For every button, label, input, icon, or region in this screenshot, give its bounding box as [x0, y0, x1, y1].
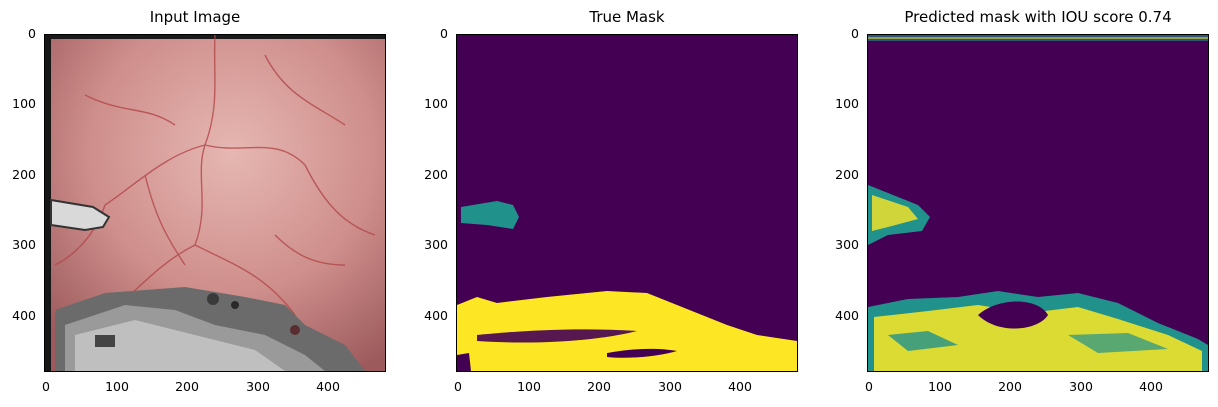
- x-tick-label: 0: [865, 379, 873, 394]
- x-tick-label: 0: [454, 379, 462, 394]
- input-image: [44, 34, 386, 372]
- x-tick-label: 300: [658, 379, 682, 394]
- y-tick-label: 300: [424, 237, 448, 252]
- y-tick-label: 400: [424, 308, 448, 323]
- panel-input-image: Input Image: [0, 0, 400, 407]
- predicted-mask-image: [867, 34, 1209, 372]
- x-tick-label: 400: [316, 379, 340, 394]
- x-tick-label: 0: [42, 379, 50, 394]
- y-tick-label: 100: [835, 96, 859, 111]
- x-tick-label: 300: [1069, 379, 1093, 394]
- panel-title: Predicted mask with IOU score 0.74: [904, 8, 1172, 26]
- y-tick-label: 300: [12, 237, 36, 252]
- y-tick-label: 400: [12, 308, 36, 323]
- x-tick-label: 200: [587, 379, 611, 394]
- x-tick-label: 200: [998, 379, 1022, 394]
- x-tick-label: 200: [175, 379, 199, 394]
- x-tick-label: 100: [928, 379, 952, 394]
- panel-title: True Mask: [589, 8, 665, 26]
- panel-title: Input Image: [149, 8, 241, 26]
- x-tick-label: 100: [105, 379, 129, 394]
- x-tick-label: 400: [1139, 379, 1163, 394]
- x-tick-label: 100: [517, 379, 541, 394]
- y-tick-label: 100: [424, 96, 448, 111]
- y-tick-label: 300: [835, 237, 859, 252]
- true-mask-image: [456, 34, 798, 372]
- x-tick-label: 300: [246, 379, 270, 394]
- y-tick-label: 100: [12, 96, 36, 111]
- panel-predicted-mask: Predicted mask with IOU score 0.74 0 100…: [823, 0, 1218, 407]
- y-tick-label: 200: [835, 167, 859, 182]
- y-tick-label: 200: [12, 167, 36, 182]
- panel-true-mask: True Mask 0 100 200 300 400 0 100 200 30…: [412, 0, 812, 407]
- x-tick-label: 400: [728, 379, 752, 394]
- y-tick-label: 0: [440, 26, 448, 41]
- y-tick-label: 0: [851, 26, 859, 41]
- y-tick-label: 200: [424, 167, 448, 182]
- y-tick-label: 400: [835, 308, 859, 323]
- y-tick-label: 0: [28, 26, 36, 41]
